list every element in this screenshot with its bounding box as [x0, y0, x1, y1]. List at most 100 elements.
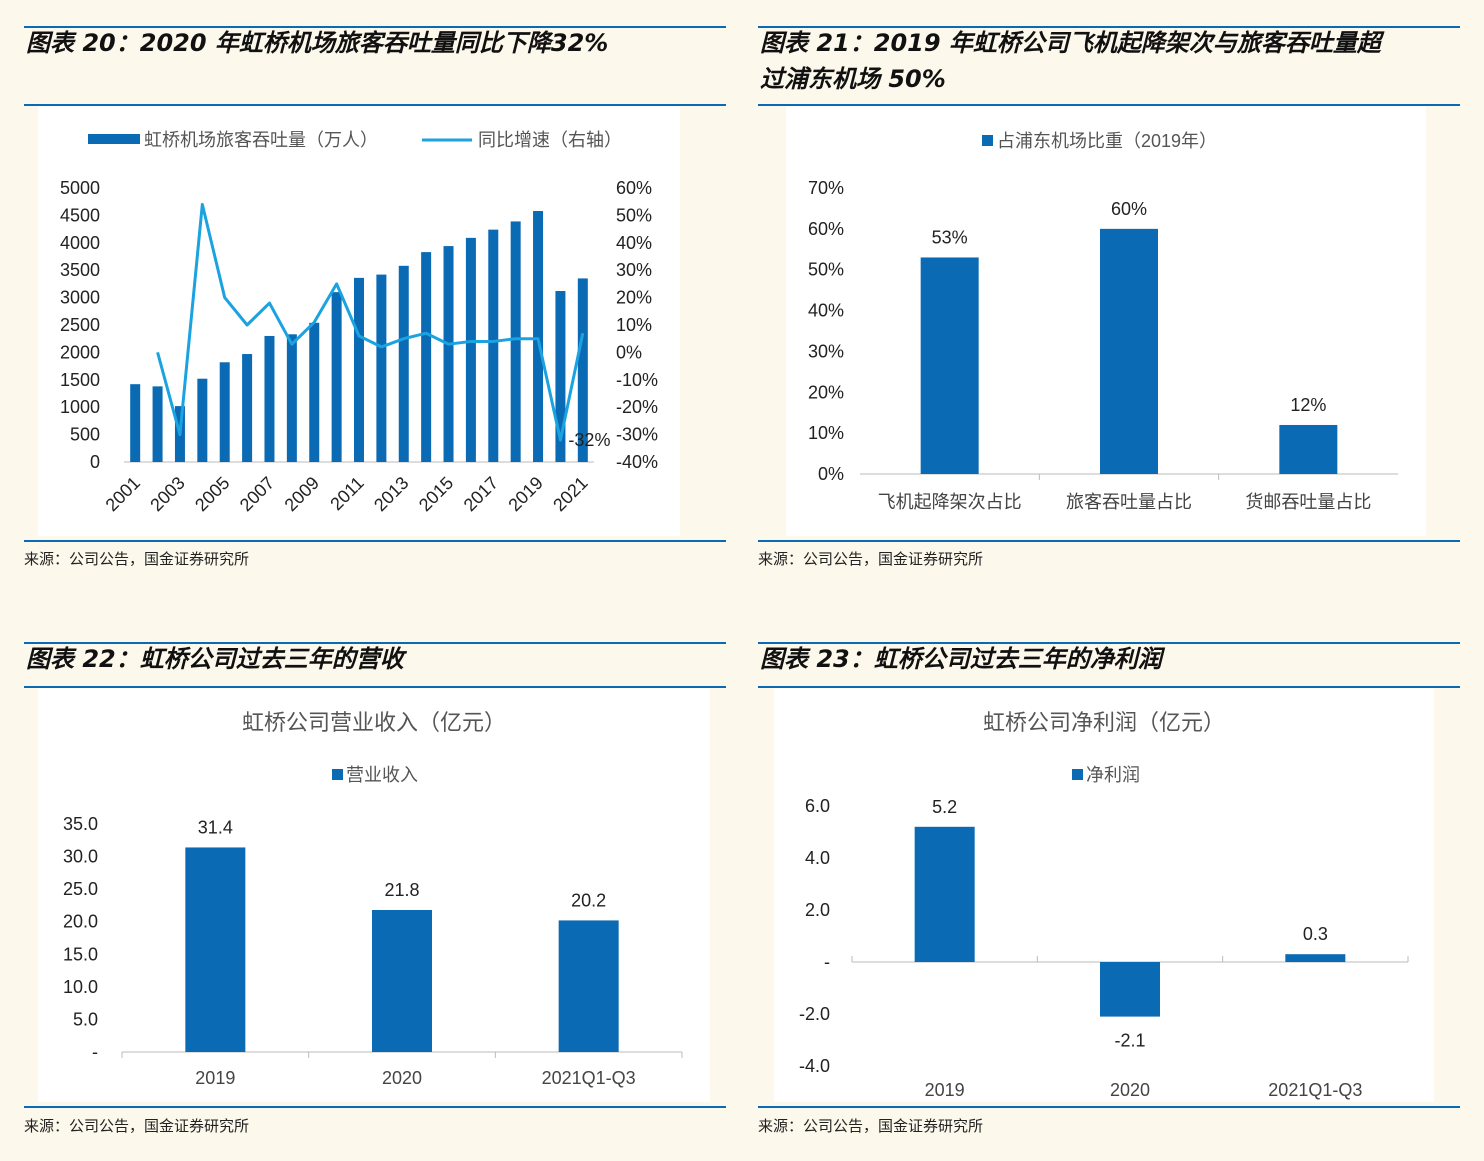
- y-left-tick-label: 2000: [60, 342, 100, 362]
- y-right-tick-label: 40%: [616, 233, 652, 253]
- fig20-title-bar: [24, 26, 726, 106]
- y-left-tick-label: 5000: [60, 178, 100, 198]
- fig20-chart: 虹桥机场旅客吞吐量（万人） 同比增速（右轴） 0 500 1000 1500 2000 250…: [60, 130, 658, 515]
- y-tick-label: -: [824, 952, 830, 972]
- x-category-label: 2019: [925, 1080, 965, 1100]
- x-tick-label: 2003: [146, 473, 188, 515]
- fig22-chart-area: 虹桥公司营业收入（亿元） 营业收入 - 5.0 10.0 15.0 20.0 25.0 30.0…: [38, 688, 710, 1102]
- y-tick-label: 50%: [808, 260, 844, 280]
- fig22-chart: 虹桥公司营业收入（亿元） 营业收入 - 5.0 10.0 15.0 20.0 25.0 30.0…: [63, 710, 683, 1088]
- fig21-title-line1: 图表 21：2019 年虹桥公司飞机起降架次与旅客吞吐量超: [760, 29, 1381, 57]
- y-tick-label: 20.0: [63, 912, 98, 932]
- fig21-chart: 占浦东机场比重（2019年） 0% 10% 20% 30% 40% 50% 60% 70% 53%…: [808, 131, 1398, 512]
- y-right-tick-label: 0%: [616, 342, 642, 362]
- growth-annotation: -32%: [568, 430, 610, 450]
- y-tick-label: 20%: [808, 382, 844, 402]
- bar: [1100, 962, 1160, 1017]
- bar: [1279, 424, 1338, 474]
- bar: [242, 354, 253, 462]
- chart-title: 虹桥公司营业收入（亿元）: [242, 710, 506, 735]
- x-tick-label: 2013: [370, 473, 412, 515]
- bar: [264, 335, 275, 462]
- y-left-tick-label: 500: [70, 425, 100, 445]
- bar: [577, 278, 588, 462]
- bar: [185, 847, 246, 1052]
- legend-label: 占浦东机场比重（2019年）: [997, 131, 1217, 151]
- y-tick-label: -2.0: [799, 1004, 830, 1024]
- growth-line: [156, 202, 585, 442]
- y-tick-label: 10.0: [63, 977, 98, 997]
- x-tick-label: 2011: [326, 473, 368, 515]
- y-right-tick-label: -30%: [616, 425, 658, 445]
- bar: [465, 237, 476, 462]
- bar: [354, 277, 364, 462]
- y-left-tick-label: 1000: [60, 397, 100, 417]
- legend-swatch: [1072, 769, 1083, 780]
- bar: [533, 211, 544, 462]
- y-left-tick-label: 2500: [60, 315, 100, 335]
- data-label: 12%: [1290, 395, 1326, 415]
- data-label: 20.2: [571, 890, 606, 910]
- y-right-tick-label: 60%: [616, 178, 652, 198]
- bar: [488, 229, 499, 462]
- bar: [914, 826, 975, 962]
- y-left-tick-label: 0: [90, 452, 100, 472]
- legend-bar-swatch: [88, 134, 140, 144]
- y-right-tick-label: 20%: [616, 288, 652, 308]
- fig21-title-bar: [758, 26, 1460, 106]
- fig20-bottom-rule: [24, 540, 726, 542]
- legend-line-label: 同比增速（右轴）: [478, 130, 622, 150]
- y-tick-label: 15.0: [63, 944, 98, 964]
- x-category-label: 2021Q1-Q3: [1268, 1080, 1362, 1100]
- y-tick-label: 0%: [818, 464, 844, 484]
- x-tick-label: 2021: [549, 473, 591, 515]
- x-category-label: 2021Q1-Q3: [542, 1068, 636, 1088]
- bar: [920, 257, 979, 474]
- bar: [558, 920, 619, 1052]
- y-tick-label: 5.0: [73, 1009, 98, 1029]
- bar: [152, 386, 163, 462]
- y-right-tick-label: -10%: [616, 370, 658, 390]
- y-tick-label: 70%: [808, 178, 844, 198]
- bar: [1100, 228, 1158, 474]
- y-right-tick-label: -40%: [616, 452, 658, 472]
- legend-label: 净利润: [1086, 765, 1140, 785]
- x-category-label: 飞机起降架次占比: [878, 492, 1022, 512]
- data-label: -2.1: [1114, 1031, 1145, 1051]
- y-left-tick-label: 1500: [60, 370, 100, 390]
- y-tick-label: 30.0: [63, 847, 98, 867]
- y-tick-label: -4.0: [799, 1056, 830, 1076]
- fig21-title-line2: 过浦东机场 50%: [760, 65, 946, 93]
- y-tick-label: -: [92, 1042, 98, 1062]
- x-tick-label: 2005: [191, 473, 233, 515]
- y-tick-label: 10%: [808, 423, 844, 443]
- bar: [219, 362, 230, 462]
- y-tick-label: 2.0: [805, 900, 830, 920]
- y-tick-label: 35.0: [63, 814, 98, 834]
- y-right-tick-label: 10%: [616, 315, 652, 335]
- bar: [197, 378, 208, 462]
- data-label: 31.4: [198, 817, 233, 837]
- legend-bar-label: 虹桥机场旅客吞吐量（万人）: [144, 130, 378, 150]
- fig23-title: 图表 23：虹桥公司过去三年的净利润: [760, 645, 1162, 673]
- bar: [555, 291, 566, 462]
- y-tick-label: 40%: [808, 301, 844, 321]
- bar: [331, 292, 342, 462]
- y-right-tick-label: 30%: [616, 260, 652, 280]
- y-tick-label: 30%: [808, 341, 844, 361]
- x-tick-label: 2019: [504, 473, 546, 515]
- bar: [398, 265, 409, 462]
- data-label: 53%: [932, 227, 968, 247]
- fig20-source: 来源：公司公告，国金证券研究所: [24, 550, 250, 568]
- chart-title: 虹桥公司净利润（亿元）: [983, 710, 1225, 735]
- fig23-source: 来源：公司公告，国金证券研究所: [758, 1117, 984, 1135]
- bar: [421, 252, 432, 462]
- bar: [372, 909, 432, 1052]
- fig23-bottom-rule: [758, 1106, 1460, 1108]
- y-tick-label: 25.0: [63, 879, 98, 899]
- bar: [376, 274, 387, 462]
- x-category-label: 旅客吞吐量占比: [1066, 492, 1192, 512]
- x-tick-label: 2009: [281, 473, 323, 515]
- bar: [443, 246, 454, 462]
- x-category-label: 2020: [382, 1068, 422, 1088]
